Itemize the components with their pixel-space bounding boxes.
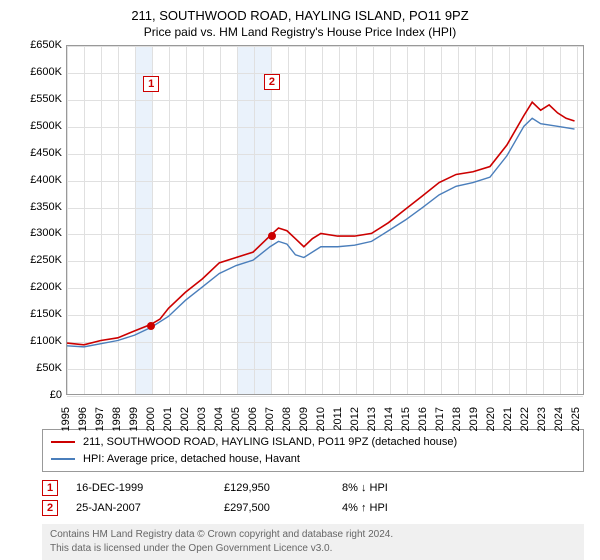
line-hpi	[67, 118, 575, 347]
chart-svg	[67, 46, 583, 394]
chart-area: £0 £50K £100K £150K £200K £250K £300K £350K £400…	[16, 45, 584, 425]
transaction-row: 1 16-DEC-1999 £129,950 8% ↓ HPI	[42, 478, 584, 498]
y-axis-label: £350K	[16, 201, 62, 213]
y-axis-label: £0	[16, 389, 62, 401]
x-axis-label: 2016	[417, 407, 429, 431]
legend-swatch-2	[51, 458, 75, 460]
callout-box: 2	[264, 74, 280, 90]
x-axis-label: 1997	[94, 407, 106, 431]
marker-dot	[268, 232, 276, 240]
x-axis-label: 2000	[145, 407, 157, 431]
x-axis-label: 2017	[434, 407, 446, 431]
footer-line1: Contains HM Land Registry data © Crown c…	[50, 528, 576, 542]
x-axis-label: 2008	[281, 407, 293, 431]
tx-delta: 8% ↓ HPI	[342, 482, 388, 494]
legend-row-series2: HPI: Average price, detached house, Hava…	[51, 451, 575, 468]
x-axis-label: 2002	[179, 407, 191, 431]
y-axis-label: £650K	[16, 39, 62, 51]
legend-row-series1: 211, SOUTHWOOD ROAD, HAYLING ISLAND, PO1…	[51, 434, 575, 451]
y-axis-label: £400K	[16, 174, 62, 186]
chart-subtitle: Price paid vs. HM Land Registry's House …	[16, 25, 584, 39]
x-axis-label: 2024	[553, 407, 565, 431]
marker-dot	[147, 322, 155, 330]
tx-price: £129,950	[224, 482, 324, 494]
legend-swatch-1	[51, 441, 75, 443]
x-axis-label: 2013	[366, 407, 378, 431]
x-axis-label: 2009	[298, 407, 310, 431]
x-axis-label: 2025	[570, 407, 582, 431]
y-axis-label: £550K	[16, 93, 62, 105]
x-axis-label: 2022	[519, 407, 531, 431]
y-axis-label: £100K	[16, 335, 62, 347]
tx-date: 16-DEC-1999	[76, 482, 206, 494]
x-axis-label: 2023	[536, 407, 548, 431]
chart-container: 211, SOUTHWOOD ROAD, HAYLING ISLAND, PO1…	[0, 0, 600, 560]
x-axis-label: 2019	[468, 407, 480, 431]
x-axis-label: 2001	[162, 407, 174, 431]
x-axis-label: 2007	[264, 407, 276, 431]
x-axis-label: 2021	[502, 407, 514, 431]
plot-area: 12	[66, 45, 584, 395]
chart-title: 211, SOUTHWOOD ROAD, HAYLING ISLAND, PO1…	[16, 8, 584, 23]
y-axis-label: £300K	[16, 227, 62, 239]
tx-date: 25-JAN-2007	[76, 502, 206, 514]
x-axis-label: 1998	[111, 407, 123, 431]
x-axis-label: 1995	[60, 407, 72, 431]
x-axis-label: 2014	[383, 407, 395, 431]
tx-price: £297,500	[224, 502, 324, 514]
y-axis-label: £250K	[16, 254, 62, 266]
x-axis-label: 2018	[451, 407, 463, 431]
gridline-h	[67, 396, 583, 397]
tx-index-box: 1	[42, 480, 58, 496]
y-axis-label: £50K	[16, 362, 62, 374]
legend-label-2: HPI: Average price, detached house, Hava…	[83, 451, 300, 468]
x-axis-label: 2012	[349, 407, 361, 431]
transaction-row: 2 25-JAN-2007 £297,500 4% ↑ HPI	[42, 498, 584, 518]
x-axis-label: 1999	[128, 407, 140, 431]
callout-box: 1	[143, 76, 159, 92]
y-axis-label: £450K	[16, 147, 62, 159]
x-axis-label: 2015	[400, 407, 412, 431]
x-axis-label: 2005	[230, 407, 242, 431]
x-axis-label: 1996	[77, 407, 89, 431]
x-axis-label: 2011	[332, 407, 344, 431]
y-axis-label: £200K	[16, 281, 62, 293]
transactions-table: 1 16-DEC-1999 £129,950 8% ↓ HPI 2 25-JAN-2007…	[42, 478, 584, 518]
tx-delta: 4% ↑ HPI	[342, 502, 388, 514]
y-axis-label: £600K	[16, 66, 62, 78]
x-axis-label: 2003	[196, 407, 208, 431]
x-axis-label: 2010	[315, 407, 327, 431]
x-axis-label: 2006	[247, 407, 259, 431]
y-axis-label: £500K	[16, 120, 62, 132]
y-axis-label: £150K	[16, 308, 62, 320]
footer-line2: This data is licensed under the Open Gov…	[50, 542, 576, 556]
x-axis-label: 2004	[213, 407, 225, 431]
line-price-paid	[67, 102, 575, 345]
x-axis-label: 2020	[485, 407, 497, 431]
tx-index-box: 2	[42, 500, 58, 516]
footer-attribution: Contains HM Land Registry data © Crown c…	[42, 524, 584, 560]
legend: 211, SOUTHWOOD ROAD, HAYLING ISLAND, PO1…	[42, 429, 584, 472]
legend-label-1: 211, SOUTHWOOD ROAD, HAYLING ISLAND, PO1…	[83, 434, 457, 451]
